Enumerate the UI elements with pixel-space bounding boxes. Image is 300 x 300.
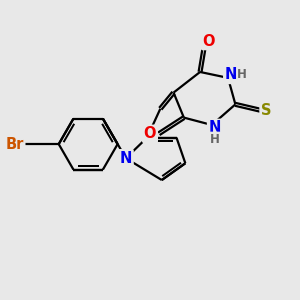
Text: N: N <box>225 68 237 82</box>
Text: S: S <box>261 103 272 118</box>
Text: N: N <box>120 151 132 166</box>
Text: H: H <box>210 133 220 146</box>
Text: H: H <box>237 68 247 81</box>
Text: N: N <box>208 120 221 135</box>
Text: O: O <box>144 126 156 141</box>
Text: Br: Br <box>5 136 24 152</box>
Text: O: O <box>202 34 215 49</box>
